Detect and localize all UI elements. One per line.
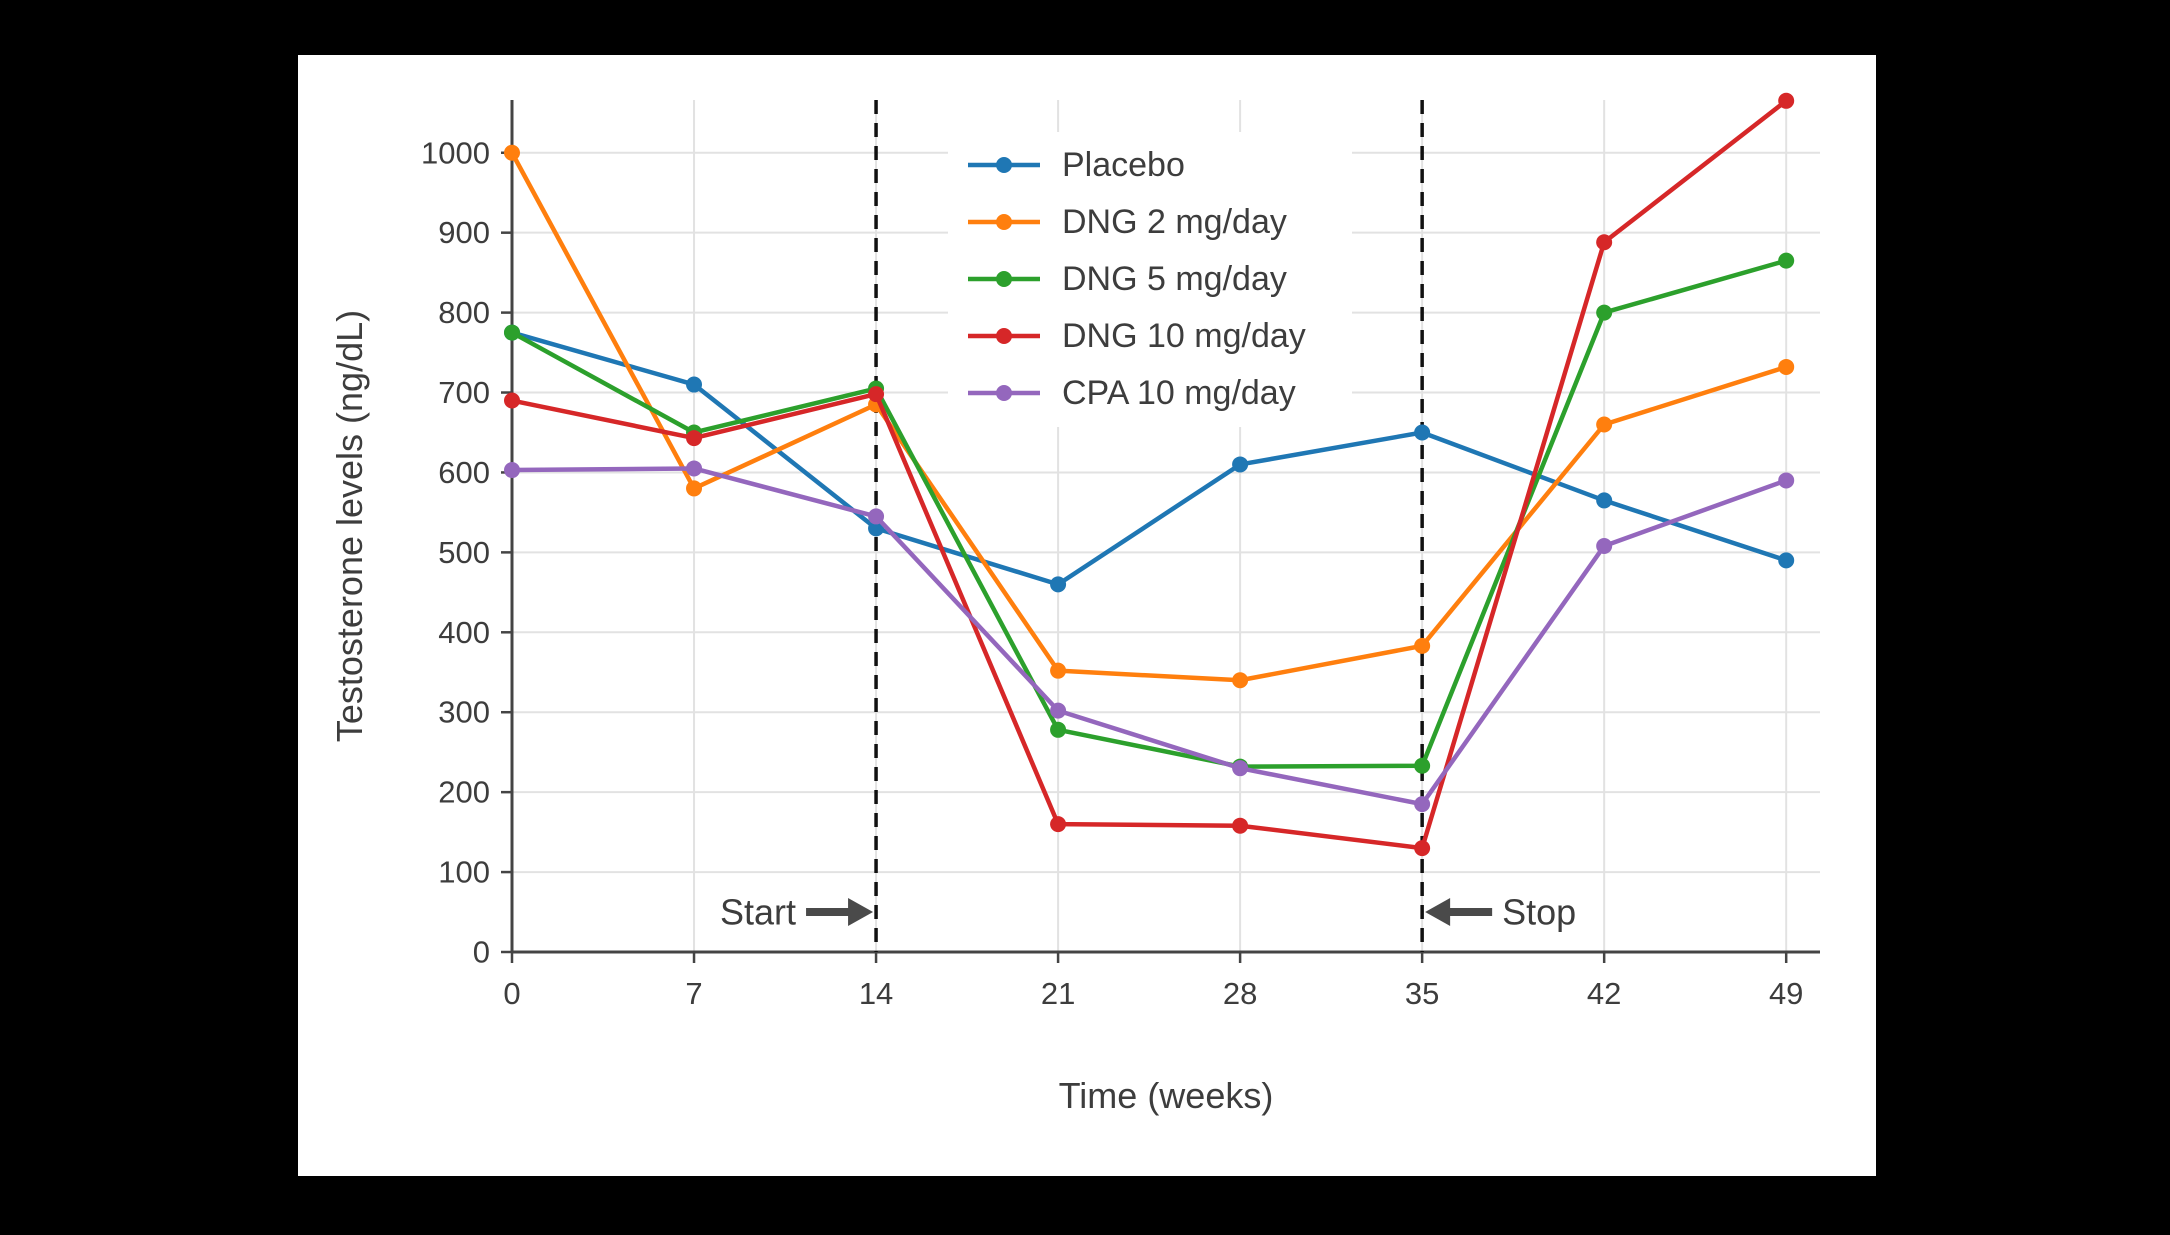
svg-text:14: 14 xyxy=(859,976,893,1011)
svg-text:600: 600 xyxy=(438,455,490,490)
svg-text:21: 21 xyxy=(1041,976,1075,1011)
svg-text:400: 400 xyxy=(438,615,490,650)
svg-text:DNG 2 mg/day: DNG 2 mg/day xyxy=(1062,203,1287,241)
axes: 0 7 14 21 28 35 42 49 0 100 200 300 400 500 600 700 800 9… xyxy=(421,100,1820,1011)
svg-text:7: 7 xyxy=(685,976,702,1011)
svg-text:42: 42 xyxy=(1587,976,1621,1011)
svg-text:200: 200 xyxy=(438,775,490,810)
svg-text:300: 300 xyxy=(438,695,490,730)
legend-item[interactable]: DNG 10 mg/day xyxy=(968,317,1306,355)
y-axis-title: Testosterone levels (ng/dL) xyxy=(329,310,370,742)
svg-text:100: 100 xyxy=(438,855,490,890)
series-cpa-10-mg-day[interactable] xyxy=(504,460,1795,813)
svg-text:1000: 1000 xyxy=(421,135,490,170)
svg-text:DNG 5 mg/day: DNG 5 mg/day xyxy=(1062,260,1287,298)
legend-item[interactable]: DNG 2 mg/day xyxy=(968,203,1287,241)
event-stop: Stop xyxy=(1420,100,1576,952)
legend-item[interactable]: Placebo xyxy=(968,146,1185,184)
svg-text:DNG 10 mg/day: DNG 10 mg/day xyxy=(1062,317,1306,355)
svg-text:500: 500 xyxy=(438,535,490,570)
svg-text:CPA 10 mg/day: CPA 10 mg/day xyxy=(1062,374,1296,412)
x-axis-title: Time (weeks) xyxy=(1059,1075,1274,1116)
legend-item[interactable]: DNG 5 mg/day xyxy=(968,260,1287,298)
svg-text:35: 35 xyxy=(1405,976,1439,1011)
svg-text:Stop: Stop xyxy=(1502,892,1576,933)
chart-panel: 0 7 14 21 28 35 42 49 0 100 200 300 400 500 600 700 800 9… xyxy=(298,55,1876,1176)
svg-text:700: 700 xyxy=(438,375,490,410)
legend-item[interactable]: CPA 10 mg/day xyxy=(968,374,1296,412)
svg-text:0: 0 xyxy=(473,935,490,970)
svg-text:49: 49 xyxy=(1769,976,1803,1011)
svg-text:900: 900 xyxy=(438,215,490,250)
svg-text:Start: Start xyxy=(720,892,796,933)
series-dng-10-mg-day[interactable] xyxy=(504,92,1795,857)
event-start: Start xyxy=(720,100,878,952)
svg-text:28: 28 xyxy=(1223,976,1257,1011)
legend[interactable]: Placebo DNG 2 mg/day DNG 5 mg/day DNG 10 mg… xyxy=(948,132,1352,427)
svg-text:800: 800 xyxy=(438,295,490,330)
svg-text:0: 0 xyxy=(503,976,520,1011)
svg-text:Placebo: Placebo xyxy=(1062,146,1185,184)
